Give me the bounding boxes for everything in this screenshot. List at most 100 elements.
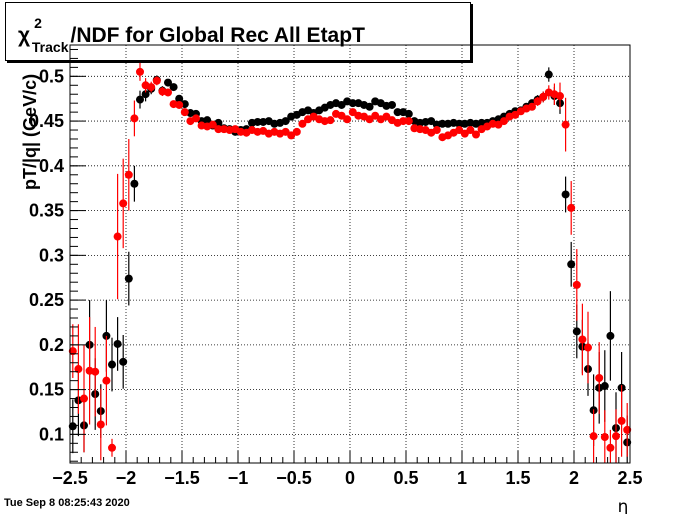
data-point	[214, 125, 223, 134]
data-point	[164, 78, 172, 87]
plot-frame	[69, 44, 631, 464]
data-point	[124, 170, 133, 179]
data-point	[74, 365, 83, 374]
data-point	[130, 179, 139, 188]
y-tick-label: 0.5	[39, 66, 64, 86]
tick-labels: −2.5 −2 −1.5 −1 −0.5 0 0.5 1 1.5 2 2.5 0.1 0.15 0.2 0.…	[29, 66, 643, 488]
data-point	[192, 114, 200, 123]
data-point	[169, 83, 178, 92]
data-point	[164, 88, 172, 97]
y-tick-label: 0.4	[39, 156, 64, 176]
y-tick-label: 0.1	[39, 424, 64, 444]
data-point	[533, 97, 542, 106]
data-point	[136, 95, 144, 104]
x-tick-label: −2	[116, 468, 137, 488]
data-point	[147, 83, 156, 92]
y-axis-label: pT/|q| (GeV/c)	[20, 74, 40, 190]
data-point	[102, 376, 111, 385]
data-point	[348, 99, 357, 108]
data-point	[466, 126, 475, 135]
data-point	[561, 190, 570, 199]
data-point	[365, 102, 374, 111]
x-tick-label: 1	[457, 468, 467, 488]
data-point	[68, 347, 77, 356]
data-point	[124, 274, 133, 283]
data-point	[472, 130, 480, 139]
data-point	[343, 115, 352, 124]
data-point	[455, 119, 464, 128]
data-point	[119, 199, 128, 208]
data-point	[617, 416, 626, 425]
data-point	[119, 357, 128, 366]
x-tick-label: 1.5	[505, 468, 530, 488]
data-point	[600, 433, 609, 442]
data-point	[175, 100, 184, 109]
data-point	[567, 260, 576, 269]
data-point	[432, 126, 441, 135]
data-point	[113, 232, 122, 241]
data-point	[113, 339, 122, 348]
data-point	[600, 382, 609, 391]
data-point	[572, 280, 581, 289]
data-point	[500, 117, 508, 126]
grid-lines	[69, 45, 631, 463]
data-point	[141, 90, 150, 99]
data-point	[623, 425, 632, 434]
data-point	[80, 394, 88, 403]
x-axis-label: η	[618, 497, 629, 514]
y-tick-label: 0.2	[39, 335, 64, 355]
chart-title-superscript: 2	[34, 15, 42, 31]
data-point	[175, 94, 184, 103]
data-point	[203, 116, 212, 125]
data-point	[612, 432, 620, 441]
chart-title-subscript: Track	[32, 39, 69, 55]
data-point	[544, 70, 553, 79]
x-tick-label: −1	[228, 468, 249, 488]
axis-ticks	[69, 48, 631, 463]
data-point	[528, 102, 536, 111]
data-point	[438, 119, 447, 128]
data-point	[393, 108, 402, 117]
chart-title: χ2 Track/NDF for Global Rec All EtapT	[18, 15, 365, 55]
x-tick-label: −1.5	[164, 468, 200, 488]
x-tick-label: 0.5	[393, 468, 418, 488]
data-point	[388, 100, 396, 109]
data-point	[404, 117, 413, 126]
y-tick-label: 0.25	[29, 290, 64, 310]
data-point	[556, 92, 564, 101]
x-tick-label: 2	[569, 468, 579, 488]
x-tick-label: 0	[345, 468, 355, 488]
data-point	[68, 422, 77, 431]
x-tick-label: −2.5	[52, 468, 88, 488]
y-tick-label: 0.3	[39, 245, 64, 265]
data-point	[595, 373, 604, 382]
data-point	[589, 432, 598, 441]
y-tick-label: 0.45	[29, 111, 64, 131]
data-point	[326, 116, 335, 125]
data-point	[130, 114, 139, 123]
data-point	[606, 331, 615, 340]
data-point	[152, 76, 161, 85]
data-point	[108, 360, 116, 369]
data-point	[281, 117, 290, 126]
data-point	[584, 343, 592, 352]
data-point	[561, 120, 570, 129]
data-point	[108, 443, 116, 452]
data-point	[606, 443, 615, 452]
data-point	[578, 335, 587, 344]
data-point	[539, 92, 548, 101]
x-tick-label: 2.5	[617, 468, 642, 488]
data-point	[399, 117, 408, 126]
data-point	[180, 108, 189, 117]
date-stamp: Tue Sep 8 08:25:43 2020	[4, 497, 130, 509]
data-point	[404, 109, 413, 118]
y-tick-label: 0.15	[29, 380, 64, 400]
series-2	[68, 62, 632, 463]
data-point	[136, 67, 144, 76]
data-point	[572, 327, 581, 336]
data-point	[91, 367, 100, 376]
data-point	[253, 117, 262, 126]
data-markers	[68, 62, 632, 463]
data-point	[208, 120, 217, 129]
